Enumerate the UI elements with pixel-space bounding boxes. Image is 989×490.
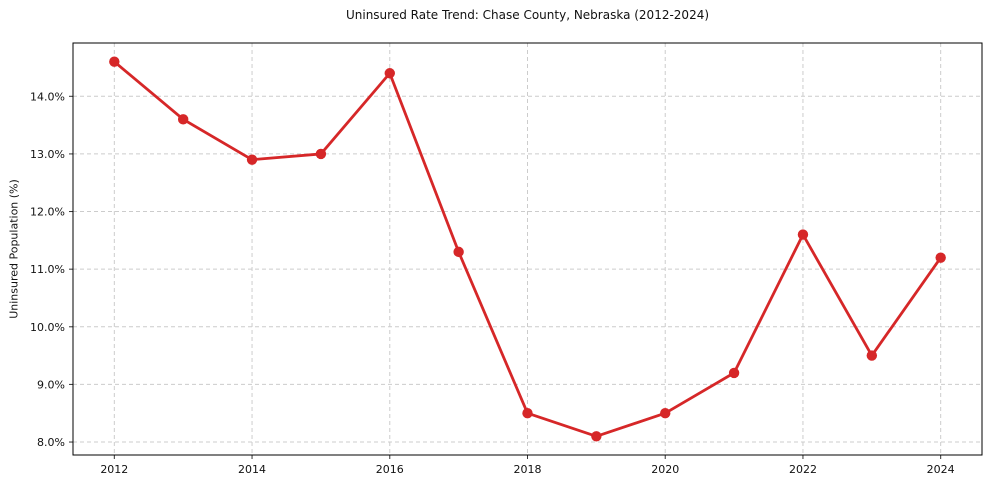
data-point bbox=[522, 408, 533, 419]
data-point bbox=[453, 246, 464, 258]
data-point bbox=[935, 252, 946, 263]
y-tick-label: 10.0% bbox=[30, 321, 65, 334]
x-tick-label: 2022 bbox=[789, 463, 817, 476]
data-point bbox=[315, 148, 327, 160]
data-point bbox=[384, 68, 395, 79]
y-tick-label: 9.0% bbox=[37, 378, 65, 391]
y-tick-label: 12.0% bbox=[30, 206, 65, 219]
data-point bbox=[591, 431, 602, 442]
x-tick-label: 2018 bbox=[514, 463, 542, 476]
x-tick-label: 2014 bbox=[238, 463, 266, 476]
data-point bbox=[109, 56, 120, 67]
data-point bbox=[660, 408, 671, 419]
chart-title: Uninsured Rate Trend: Chase County, Nebr… bbox=[345, 8, 710, 22]
data-point bbox=[246, 154, 258, 165]
y-tick-label: 13.0% bbox=[30, 148, 65, 161]
x-tick-label: 2012 bbox=[100, 463, 128, 476]
y-tick-label: 8.0% bbox=[37, 436, 65, 449]
data-point bbox=[797, 229, 809, 240]
x-tick-label: 2016 bbox=[376, 463, 404, 476]
data-point bbox=[866, 350, 878, 361]
y-tick-label: 14.0% bbox=[30, 90, 65, 103]
x-tick-label: 2020 bbox=[651, 463, 679, 476]
y-tick-label: 11.0% bbox=[30, 263, 65, 276]
plot-border bbox=[72, 42, 983, 456]
data-point bbox=[728, 367, 740, 379]
x-tick-label: 2024 bbox=[927, 463, 955, 476]
data-point bbox=[177, 114, 189, 125]
